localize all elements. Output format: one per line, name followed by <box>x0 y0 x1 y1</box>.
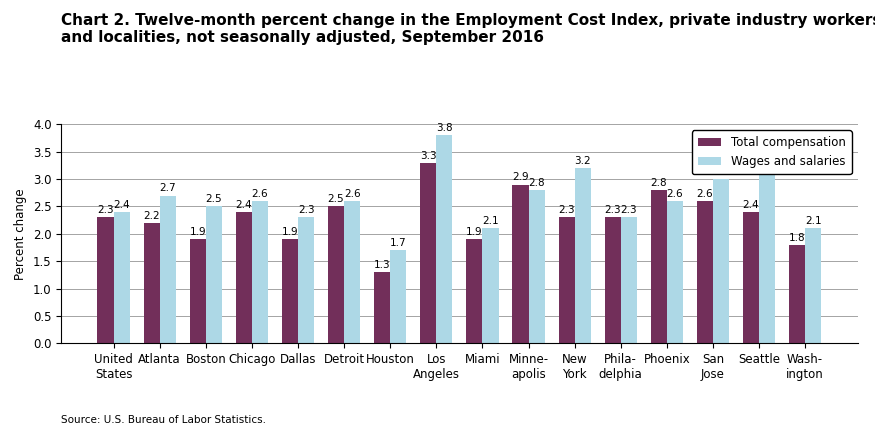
Text: 1.9: 1.9 <box>282 227 298 237</box>
Bar <box>575 168 591 343</box>
Bar <box>651 190 667 343</box>
Text: 2.4: 2.4 <box>235 200 252 210</box>
Text: Source: U.S. Bureau of Labor Statistics.: Source: U.S. Bureau of Labor Statistics. <box>61 415 266 425</box>
Bar <box>97 218 114 343</box>
Bar <box>282 239 298 343</box>
Bar <box>235 212 252 343</box>
Bar <box>298 218 314 343</box>
Bar <box>420 163 437 343</box>
Text: 1.9: 1.9 <box>466 227 483 237</box>
Bar <box>159 196 176 343</box>
Bar <box>344 201 360 343</box>
Text: 2.6: 2.6 <box>667 189 683 199</box>
Text: 1.7: 1.7 <box>390 238 407 248</box>
Bar <box>605 218 620 343</box>
Text: 2.8: 2.8 <box>650 178 667 188</box>
Bar <box>789 245 805 343</box>
Bar <box>144 223 159 343</box>
Text: 2.4: 2.4 <box>114 200 130 210</box>
Text: 2.6: 2.6 <box>344 189 360 199</box>
Bar <box>528 190 544 343</box>
Bar <box>466 239 482 343</box>
Text: 2.9: 2.9 <box>512 172 528 182</box>
Text: 3.2: 3.2 <box>574 156 591 166</box>
Text: 3.0: 3.0 <box>713 167 729 177</box>
Bar <box>713 179 729 343</box>
Bar <box>390 250 406 343</box>
Bar <box>190 239 206 343</box>
Bar <box>743 212 760 343</box>
Bar <box>760 146 775 343</box>
Bar <box>328 206 344 343</box>
Bar <box>620 218 637 343</box>
Text: 2.6: 2.6 <box>696 189 713 199</box>
Text: 2.4: 2.4 <box>743 200 760 210</box>
Text: 2.8: 2.8 <box>528 178 545 188</box>
Text: 3.3: 3.3 <box>420 151 437 160</box>
Bar <box>696 201 713 343</box>
Text: 2.1: 2.1 <box>805 216 822 226</box>
Y-axis label: Percent change: Percent change <box>14 188 27 280</box>
Bar <box>206 206 222 343</box>
Text: 2.2: 2.2 <box>144 211 160 221</box>
Text: 3.8: 3.8 <box>436 123 452 133</box>
Bar <box>513 184 528 343</box>
Text: 2.3: 2.3 <box>97 205 114 215</box>
Bar <box>374 272 390 343</box>
Text: 2.5: 2.5 <box>206 194 222 204</box>
Text: 1.9: 1.9 <box>189 227 206 237</box>
Text: 2.6: 2.6 <box>252 189 269 199</box>
Text: Chart 2. Twelve-month percent change in the Employment Cost Index, private indus: Chart 2. Twelve-month percent change in … <box>61 13 875 45</box>
Bar <box>437 136 452 343</box>
Text: 2.7: 2.7 <box>159 183 176 193</box>
Text: 2.3: 2.3 <box>605 205 621 215</box>
Text: 2.3: 2.3 <box>620 205 637 215</box>
Text: 2.3: 2.3 <box>298 205 314 215</box>
Bar <box>667 201 683 343</box>
Legend: Total compensation, Wages and salaries: Total compensation, Wages and salaries <box>692 130 851 174</box>
Bar <box>482 228 499 343</box>
Text: 3.6: 3.6 <box>759 134 775 144</box>
Bar <box>558 218 575 343</box>
Text: 2.3: 2.3 <box>558 205 575 215</box>
Text: 2.1: 2.1 <box>482 216 499 226</box>
Bar <box>114 212 130 343</box>
Text: 1.8: 1.8 <box>788 233 805 242</box>
Text: 1.3: 1.3 <box>374 260 390 270</box>
Bar <box>252 201 268 343</box>
Bar <box>805 228 822 343</box>
Text: 2.5: 2.5 <box>328 194 345 204</box>
